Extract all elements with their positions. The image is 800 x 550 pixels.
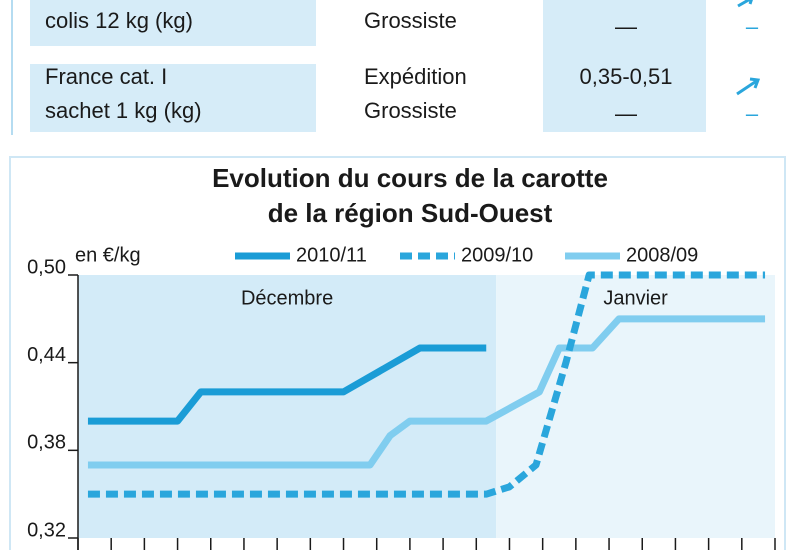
price: —: [615, 101, 637, 126]
series-line: [87, 315, 766, 469]
cell-bg: [30, 0, 316, 46]
chart-subtitle: de la région Sud-Ouest: [268, 198, 553, 228]
legend-label: 2008/09: [626, 244, 698, 266]
period-band: [78, 275, 497, 538]
legend-label: 2010/11: [296, 244, 367, 266]
price: 0,35-0,51: [580, 64, 673, 89]
period-band: [496, 275, 775, 538]
series-line: [87, 271, 766, 498]
y-tick-label: 0,38: [27, 432, 66, 454]
y-tick-label: 0,32: [27, 519, 66, 541]
series-line: [87, 344, 487, 425]
chart-title: Evolution du cours de la carotte: [212, 163, 608, 193]
trend: –: [746, 14, 759, 39]
plot: Décembre Janvier 0,32 0,38 0,44 0,50 2010/11 20…: [27, 244, 776, 550]
trend: –: [746, 101, 759, 126]
period-label: Décembre: [241, 287, 333, 309]
market: Expédition: [364, 64, 467, 89]
product: colis 12 kg (kg): [45, 8, 193, 33]
cell-bg: [543, 0, 706, 132]
trend-arrow: [736, 77, 761, 96]
trend-arrow: [737, 0, 753, 8]
market: Grossiste: [364, 98, 457, 123]
cell-bg: [30, 64, 316, 132]
market: Grossiste: [364, 8, 457, 33]
y-tick-label: 0,50: [27, 256, 66, 278]
y-axis-label: en €/kg: [75, 244, 141, 266]
period-label: Janvier: [603, 287, 668, 309]
price: —: [615, 14, 637, 39]
legend-label: 2009/10: [461, 244, 533, 266]
y-tick-label: 0,44: [27, 344, 66, 366]
product: sachet 1 kg (kg): [45, 98, 202, 123]
product: France cat. I: [45, 64, 167, 89]
